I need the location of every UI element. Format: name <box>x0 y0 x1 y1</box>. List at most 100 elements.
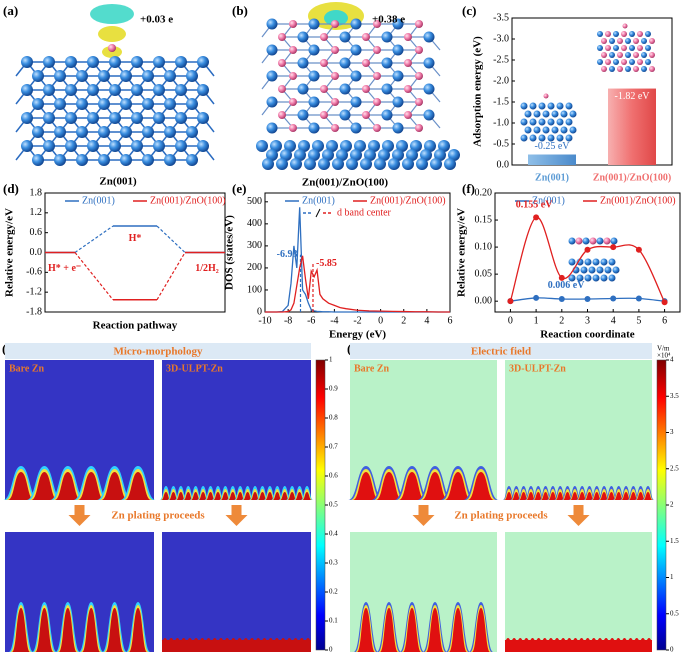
atom <box>320 85 328 93</box>
atom <box>131 56 143 68</box>
plot-frame <box>511 17 673 166</box>
deposit <box>553 638 561 641</box>
atom <box>164 70 176 82</box>
y-tick-label: 0.6 <box>30 227 43 238</box>
legend-label: Zn(001) <box>82 195 115 206</box>
d-band-label: -5.85 <box>316 258 337 269</box>
deposit <box>547 638 555 641</box>
atom <box>529 134 537 142</box>
colorbar-label: 1.5 <box>670 537 679 545</box>
y-axis-label: DOS (states/eV) <box>224 215 236 290</box>
deposit <box>578 638 586 641</box>
deposit <box>243 492 253 500</box>
x-tick-label: 2 <box>401 315 406 326</box>
atom <box>415 20 423 28</box>
atom <box>596 237 604 245</box>
y-axis-label: Relative energy/eV <box>4 208 16 297</box>
x-tick-label: -6 <box>307 315 315 326</box>
atom <box>641 38 647 44</box>
deposit <box>162 640 311 652</box>
deposit <box>614 638 622 641</box>
atom <box>641 52 647 58</box>
point <box>610 244 617 251</box>
point <box>635 295 642 302</box>
deposit <box>248 638 256 641</box>
point <box>584 246 591 253</box>
image-label: Bare Zn <box>354 363 390 374</box>
atom <box>320 59 328 67</box>
atom <box>617 66 623 72</box>
atom <box>197 140 209 152</box>
deposit <box>272 492 282 500</box>
atom <box>32 98 44 110</box>
atom <box>608 274 616 282</box>
y-tick-label: 1.8 <box>30 187 43 198</box>
deposit <box>302 492 312 500</box>
atom <box>54 98 66 110</box>
atom <box>542 126 550 134</box>
atom <box>524 126 532 134</box>
deposit <box>304 638 312 641</box>
atom <box>547 118 555 126</box>
y-tick-label: -0.6 <box>26 267 42 278</box>
atom <box>175 140 187 152</box>
atom <box>569 110 577 118</box>
deposit <box>192 638 200 641</box>
x-tick-label: 6 <box>448 315 453 326</box>
atom <box>65 140 77 152</box>
deposit <box>125 472 151 500</box>
x-tick-label: Zn(001)/ZnO(100) <box>593 172 671 183</box>
deposit <box>468 472 494 500</box>
atom <box>280 149 292 161</box>
atom <box>142 154 154 166</box>
atom <box>153 84 165 96</box>
header-band <box>350 343 652 359</box>
atom <box>629 59 635 65</box>
deposit <box>228 492 238 500</box>
point-label: 0.155 eV <box>516 200 553 211</box>
atom <box>346 158 358 170</box>
atom <box>415 98 423 106</box>
deposit <box>267 638 275 641</box>
atom <box>297 57 309 69</box>
atom <box>392 96 404 108</box>
deposit <box>198 492 208 500</box>
deposit <box>161 492 171 500</box>
deposit <box>198 638 206 641</box>
deposit <box>380 608 398 652</box>
atom <box>109 140 121 152</box>
colorbar-label: 0.7 <box>329 443 338 451</box>
deposit <box>254 638 262 641</box>
deposit <box>592 492 602 500</box>
deposit <box>176 492 186 500</box>
deposit <box>280 492 290 500</box>
atom <box>186 154 198 166</box>
y-tick-label: -1.0 <box>493 117 509 128</box>
deposit <box>445 472 471 500</box>
atom <box>308 18 320 30</box>
atom <box>381 83 393 95</box>
atom <box>21 84 33 96</box>
atom <box>415 46 423 54</box>
colorbar-label: 0.5 <box>670 609 679 617</box>
deposit <box>357 608 375 652</box>
atom <box>308 96 320 108</box>
atom <box>597 45 603 51</box>
atom <box>649 66 655 72</box>
deposit <box>399 472 425 500</box>
atom <box>589 237 597 245</box>
atom <box>382 140 394 152</box>
atom <box>368 140 380 152</box>
deposit <box>541 492 551 500</box>
deposit <box>180 638 188 641</box>
colorbar-label: 0 <box>670 646 674 654</box>
deposit <box>533 492 543 500</box>
y-tick-label: 0.0 <box>497 159 510 170</box>
atom <box>629 45 635 51</box>
y-tick-label: -0.5 <box>493 138 509 149</box>
atom <box>336 149 348 161</box>
atom <box>297 83 309 95</box>
atom <box>565 118 573 126</box>
atom <box>297 109 309 121</box>
atom <box>289 20 297 28</box>
